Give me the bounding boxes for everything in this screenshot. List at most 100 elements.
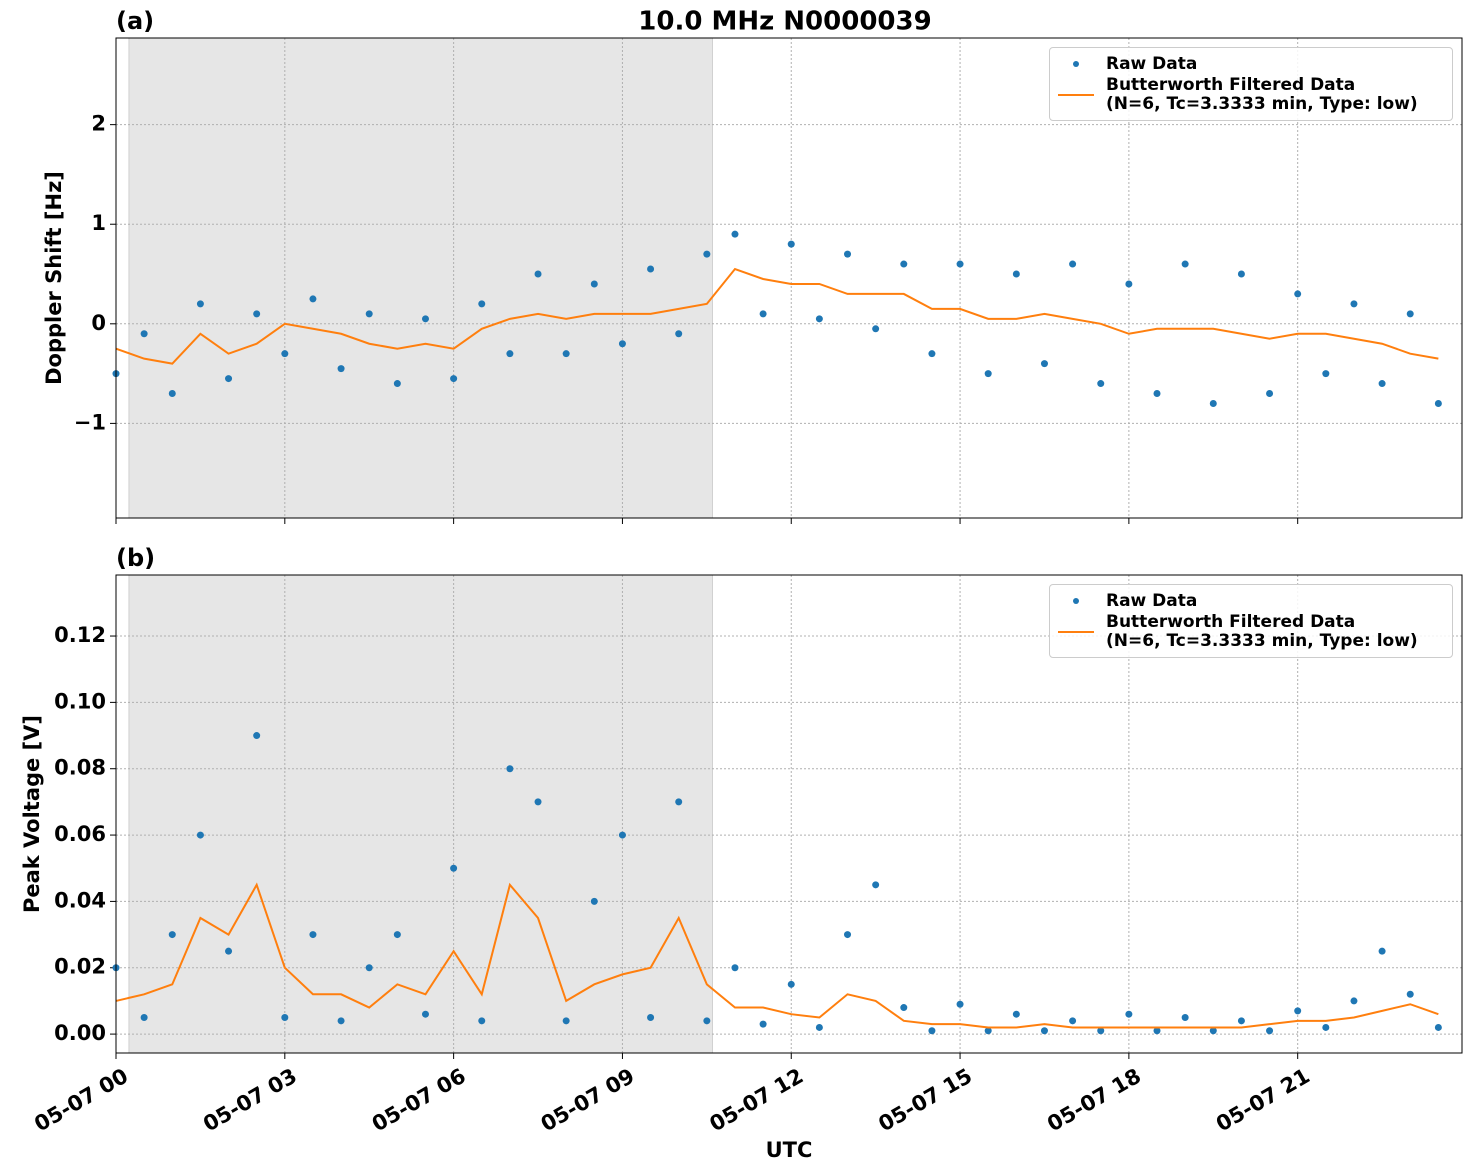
point (393, 380, 401, 388)
legend: Raw Data Butterworth Filtered Data (N=6, … (1049, 584, 1453, 658)
axes-frame (115, 574, 1463, 1054)
y-axis-label: Peak Voltage [V] (20, 715, 44, 913)
legend-label: Raw Data (1106, 53, 1198, 74)
point (1406, 990, 1414, 998)
point (872, 325, 880, 333)
point (1434, 399, 1442, 407)
point (337, 1017, 345, 1025)
point (1350, 997, 1358, 1005)
point (1209, 1027, 1217, 1035)
point (1237, 1017, 1245, 1025)
y-tick-label: 0.06 (54, 822, 106, 846)
point (647, 1014, 655, 1022)
x-tick-label: 05-07 06 (368, 1064, 470, 1137)
point (731, 230, 739, 238)
point (1069, 260, 1077, 268)
legend-entry: Butterworth Filtered Data (N=6, Tc=3.333… (1050, 76, 1452, 114)
legend-key (1073, 61, 1079, 67)
point (281, 1014, 289, 1022)
point (590, 897, 598, 905)
point (534, 798, 542, 806)
point (253, 310, 261, 318)
point (1040, 360, 1048, 368)
point (1012, 1010, 1020, 1018)
y-tick-label: 0 (91, 311, 106, 335)
point (815, 1023, 823, 1031)
point (478, 1017, 486, 1025)
point (590, 280, 598, 288)
y-tick-label: 0.00 (54, 1021, 106, 1045)
x-tick-label: 05-07 00 (30, 1064, 132, 1137)
point (1378, 380, 1386, 388)
point (984, 370, 992, 378)
point (1125, 1010, 1133, 1018)
point (1322, 370, 1330, 378)
panel-label: (a) (116, 7, 154, 35)
legend-label: Raw Data (1106, 590, 1198, 611)
point (1266, 1027, 1274, 1035)
point (1012, 270, 1020, 278)
point (844, 931, 852, 939)
point (1406, 310, 1414, 318)
point (1350, 300, 1358, 308)
point (900, 1004, 908, 1012)
point (1434, 1023, 1442, 1031)
point (393, 931, 401, 939)
point (140, 1014, 148, 1022)
point (253, 732, 261, 740)
point (787, 240, 795, 248)
legend-label: Butterworth Filtered Data (N=6, Tc=3.333… (1106, 612, 1418, 651)
point (759, 1020, 767, 1028)
point (365, 964, 373, 972)
point (1181, 260, 1189, 268)
y-tick-label: 1 (91, 211, 106, 235)
line-series (115, 267, 1439, 365)
point (309, 931, 317, 939)
point (1266, 390, 1274, 398)
legend-dot (1073, 61, 1079, 67)
point (928, 350, 936, 358)
point (815, 315, 823, 323)
legend-dot (1073, 598, 1079, 604)
point (562, 350, 570, 358)
legend-entry: Raw Data (1050, 54, 1452, 74)
y-tick-label: 0.10 (54, 689, 106, 713)
legend-entry: Raw Data (1050, 591, 1452, 611)
point (506, 350, 514, 358)
point (168, 931, 176, 939)
axes-frame (115, 37, 1463, 519)
point (928, 1027, 936, 1035)
y-tick-label: 2 (91, 112, 106, 136)
y-axis-label: Doppler Shift [Hz] (42, 171, 66, 385)
point (1378, 947, 1386, 955)
point (196, 300, 204, 308)
point (421, 315, 429, 323)
point (675, 330, 683, 338)
shaded-span (128, 37, 713, 519)
point (844, 250, 852, 258)
point (731, 964, 739, 972)
legend-key (1073, 598, 1079, 604)
point (1322, 1023, 1330, 1031)
x-tick-label: 05-07 15 (874, 1064, 976, 1137)
point (168, 390, 176, 398)
point (281, 350, 289, 358)
x-tick-label: 05-07 18 (1043, 1064, 1145, 1137)
line (115, 882, 1439, 1029)
y-tick-label: 0.02 (54, 955, 106, 979)
point (506, 765, 514, 773)
point (562, 1017, 570, 1025)
x-tick-label: 05-07 03 (199, 1064, 301, 1137)
panel-label: (b) (116, 544, 155, 572)
point (1153, 390, 1161, 398)
point (1294, 290, 1302, 298)
point (1040, 1027, 1048, 1035)
point (1097, 380, 1105, 388)
point (478, 300, 486, 308)
chart-title: 10.0 MHz N0000039 (638, 7, 931, 37)
point (1181, 1014, 1189, 1022)
x-tick-label: 05-07 09 (537, 1064, 639, 1137)
point (647, 265, 655, 273)
point (196, 831, 204, 839)
